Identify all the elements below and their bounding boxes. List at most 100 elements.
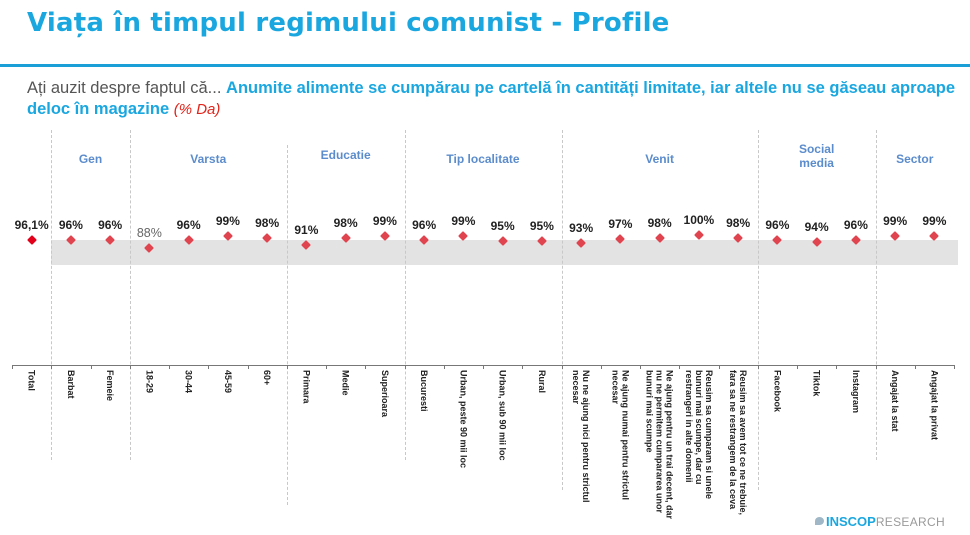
logo-brand: INSCOP: [826, 514, 876, 529]
value-label: 99%: [215, 214, 240, 228]
category-label: Tiktok: [811, 370, 822, 397]
value-label: 96%: [843, 218, 868, 232]
axis-tick: [640, 365, 641, 369]
value-label: 99%: [883, 214, 908, 228]
data-point: [693, 230, 704, 240]
group-label-tip-localitate: Tip localitate: [446, 152, 520, 166]
value-label: 88%: [136, 226, 162, 240]
group-divider: [404, 130, 406, 460]
value-label: 96%: [765, 218, 790, 232]
category-label: Ne ajung pentru un trai decent, dar nu n…: [644, 370, 675, 520]
value-label: 95%: [529, 219, 554, 233]
category-label: Barbat: [65, 370, 76, 399]
value-label: 96%: [98, 218, 123, 232]
logo-sub: RESEARCH: [875, 515, 945, 529]
group-divider: [561, 130, 563, 490]
axis-tick: [443, 365, 445, 369]
value-label: 98%: [255, 216, 280, 230]
category-label: Ne ajung numai pentru strictul necesar: [610, 370, 631, 501]
group-divider: [51, 130, 53, 460]
value-label: 96%: [412, 218, 437, 232]
axis-tick: [954, 365, 955, 369]
question-statement: Anumite alimente se cumpărau pe cartelă …: [27, 79, 956, 118]
axis-tick: [169, 365, 170, 369]
value-label: 95%: [490, 219, 515, 233]
value-label: 98%: [333, 216, 358, 230]
group-label-venit: Venit: [645, 152, 674, 166]
category-label: Nu ne ajung nici pentru strictul necesar: [571, 370, 592, 503]
value-label: 93%: [569, 221, 594, 235]
category-label: Femeie: [105, 370, 116, 402]
category-label: 30-44: [183, 370, 194, 394]
value-label: 96%: [58, 218, 83, 232]
axis-tick: [286, 365, 288, 369]
group-divider: [757, 130, 759, 490]
group-label-sector: Sector: [896, 152, 934, 166]
category-label: Total: [26, 370, 37, 391]
category-label: Superioara: [379, 370, 390, 418]
category-label: Primara: [301, 370, 312, 404]
value-label: 96,1%: [14, 217, 49, 232]
axis-tick: [522, 365, 524, 369]
category-label: Angajat la stat: [890, 370, 901, 432]
axis-tick: [718, 365, 720, 369]
question-unit: (% Da): [173, 101, 221, 118]
category-label: Facebook: [772, 370, 783, 413]
question-text: Ați auzit despre faptul că... Anumite al…: [27, 78, 957, 120]
category-label: Rural: [536, 370, 547, 394]
axis-tick: [326, 365, 327, 369]
group-label-gen: Gen: [78, 152, 103, 166]
group-divider: [875, 130, 877, 460]
category-label: Bucuresti: [419, 370, 430, 412]
value-label: 100%: [683, 213, 715, 227]
axis-tick: [757, 365, 759, 369]
group-divider: [286, 145, 288, 505]
value-label: 99%: [372, 214, 397, 228]
axis-tick: [836, 365, 838, 369]
value-label: 99%: [922, 214, 947, 228]
axis-tick: [247, 365, 249, 369]
axis-tick: [483, 365, 484, 369]
axis-tick: [600, 365, 602, 369]
logo-mark-icon: [815, 517, 824, 525]
category-label: Instagram: [850, 370, 861, 414]
value-label: 99%: [451, 214, 476, 228]
category-label: Urban, peste 90 mii loc: [458, 370, 469, 469]
category-label: 45-59: [222, 370, 233, 394]
category-label: Reusim sa avem tot ce ne trebuie, fara s…: [728, 370, 749, 516]
profile-dot-chart: Gen Varsta Educatie Tip localitate Venit Soci…: [0, 130, 970, 535]
axis-tick: [365, 365, 367, 369]
group-label-educatie: Educatie: [320, 148, 371, 162]
group-label-social-media: Social media: [798, 142, 835, 170]
category-label: 60+: [262, 370, 273, 386]
value-label: 94%: [804, 220, 829, 234]
axis-tick: [561, 365, 563, 369]
value-label: 97%: [608, 217, 633, 231]
axis-tick: [90, 365, 92, 369]
axis-tick: [51, 365, 53, 369]
category-label: 18-29: [144, 370, 155, 394]
category-label: Angajat la privat: [929, 370, 940, 441]
group-divider: [129, 130, 131, 460]
category-label: Urban, sub 90 mii loc: [497, 370, 508, 461]
value-label: 91%: [294, 223, 319, 237]
value-label: 98%: [647, 216, 672, 230]
value-label: 98%: [726, 216, 751, 230]
group-label-varsta: Varsta: [190, 152, 227, 166]
category-label: Medie: [340, 370, 351, 396]
question-lead: Ați auzit despre faptul că...: [27, 79, 227, 97]
total-data-point: [26, 234, 37, 245]
axis-tick: [129, 365, 131, 369]
page-title: Viața în timpul regimului comunist - Pro…: [27, 8, 670, 38]
axis-tick: [914, 365, 916, 369]
category-label: Reusim sa cumparam si unele bunuri mai s…: [683, 370, 714, 500]
axis-tick: [797, 365, 798, 369]
axis-tick: [208, 365, 210, 369]
inscop-logo: INSCOPRESEARCH: [815, 514, 945, 529]
axis-tick: [404, 365, 406, 369]
axis-tick: [875, 365, 877, 369]
axis-tick: [679, 365, 681, 369]
title-divider: [0, 64, 970, 67]
axis-tick: [12, 365, 13, 369]
value-label: 96%: [176, 218, 201, 232]
